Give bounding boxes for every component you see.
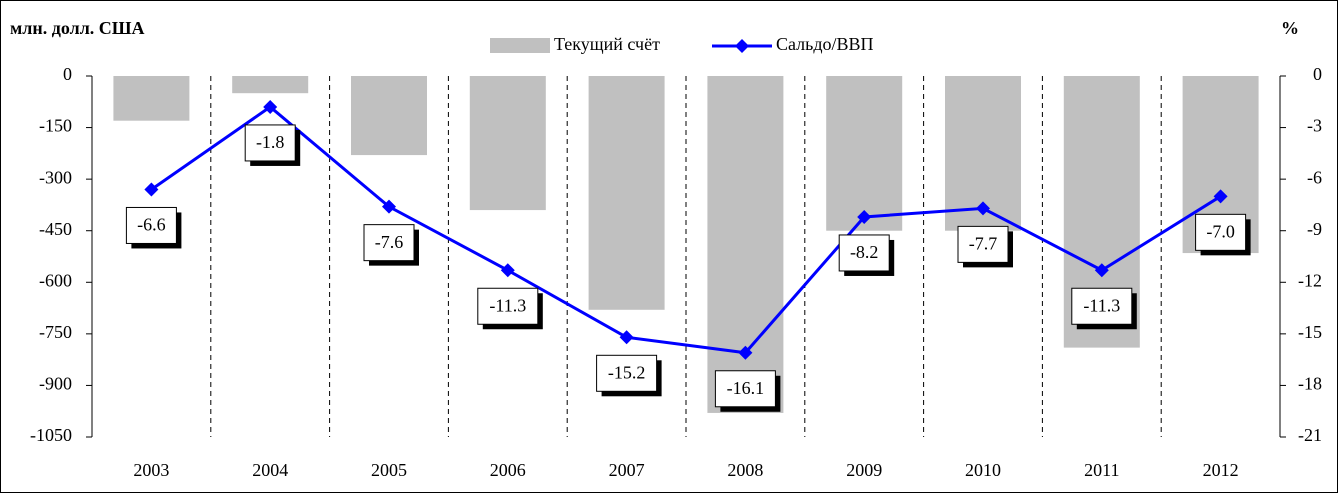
x-tick-label: 2003 [133, 460, 169, 480]
marker [263, 99, 278, 114]
bar [469, 76, 546, 211]
y2-tick-label: -18 [1298, 374, 1322, 394]
label-box [1071, 287, 1133, 325]
y2-axis-label: % [1281, 18, 1299, 38]
legend-swatch [490, 38, 550, 53]
legend-marker [735, 39, 749, 53]
y-tick-label: -900 [39, 374, 72, 394]
y2-tick-label: -15 [1298, 322, 1322, 342]
y-tick-label: -300 [39, 167, 72, 187]
label-box [714, 370, 776, 408]
marker [144, 182, 159, 197]
marker [619, 330, 634, 345]
label-box [125, 206, 177, 244]
bar [351, 76, 427, 156]
marker [1213, 189, 1228, 204]
y-tick-label: -750 [39, 322, 72, 342]
marker [1094, 263, 1109, 278]
marker [738, 345, 753, 360]
legend-label: Текущий счёт [554, 34, 660, 54]
data-label: -7.7 [969, 233, 998, 253]
label-box [477, 287, 539, 325]
bar [826, 76, 903, 231]
y2-tick-label: -9 [1307, 219, 1322, 239]
label-box [838, 234, 890, 272]
label-box [1195, 213, 1247, 251]
x-tick-label: 2008 [727, 460, 763, 480]
data-label: -7.6 [375, 232, 404, 252]
data-label: -7.0 [1206, 221, 1235, 241]
data-label: -8.2 [850, 242, 879, 262]
y-tick-label: -600 [39, 270, 72, 290]
y2-tick-label: -12 [1298, 270, 1322, 290]
bar [588, 76, 665, 310]
label-box [363, 224, 415, 262]
y2-tick-label: -21 [1298, 425, 1322, 445]
data-label: -11.3 [489, 295, 526, 315]
marker [500, 263, 515, 278]
label-box [244, 124, 296, 162]
x-tick-label: 2010 [965, 460, 1001, 480]
data-label: -11.3 [1083, 295, 1120, 315]
bar [113, 76, 190, 121]
data-label: -16.1 [727, 378, 765, 398]
marker [857, 209, 872, 224]
bar [707, 76, 784, 413]
marker [976, 201, 990, 216]
line [150, 105, 1222, 355]
x-tick-label: 2004 [252, 460, 288, 480]
label-box [957, 225, 1009, 263]
y-tick-label: -1050 [30, 425, 72, 445]
y-tick-label: 0 [63, 64, 72, 84]
y2-tick-label: -3 [1307, 116, 1322, 136]
y2-tick-label: -6 [1307, 167, 1322, 187]
x-tick-label: 2007 [609, 460, 645, 480]
legend-label: Сальдо/ВВП [776, 34, 874, 54]
y-tick-label: -150 [39, 116, 72, 136]
data-label: -6.6 [137, 215, 166, 235]
x-tick-label: 2009 [846, 460, 882, 480]
y-tick-label: -450 [39, 219, 72, 239]
x-tick-label: 2005 [371, 460, 407, 480]
data-label: -15.2 [608, 362, 646, 382]
data-label: -1.8 [256, 132, 285, 152]
x-tick-label: 2011 [1084, 460, 1119, 480]
x-tick-label: 2006 [490, 460, 526, 480]
marker [382, 199, 396, 214]
label-box [596, 354, 658, 392]
y-axis-label: млн. долл. США [10, 18, 145, 38]
y2-tick-label: 0 [1313, 64, 1322, 84]
x-tick-label: 2012 [1203, 460, 1239, 480]
bar [232, 76, 309, 94]
